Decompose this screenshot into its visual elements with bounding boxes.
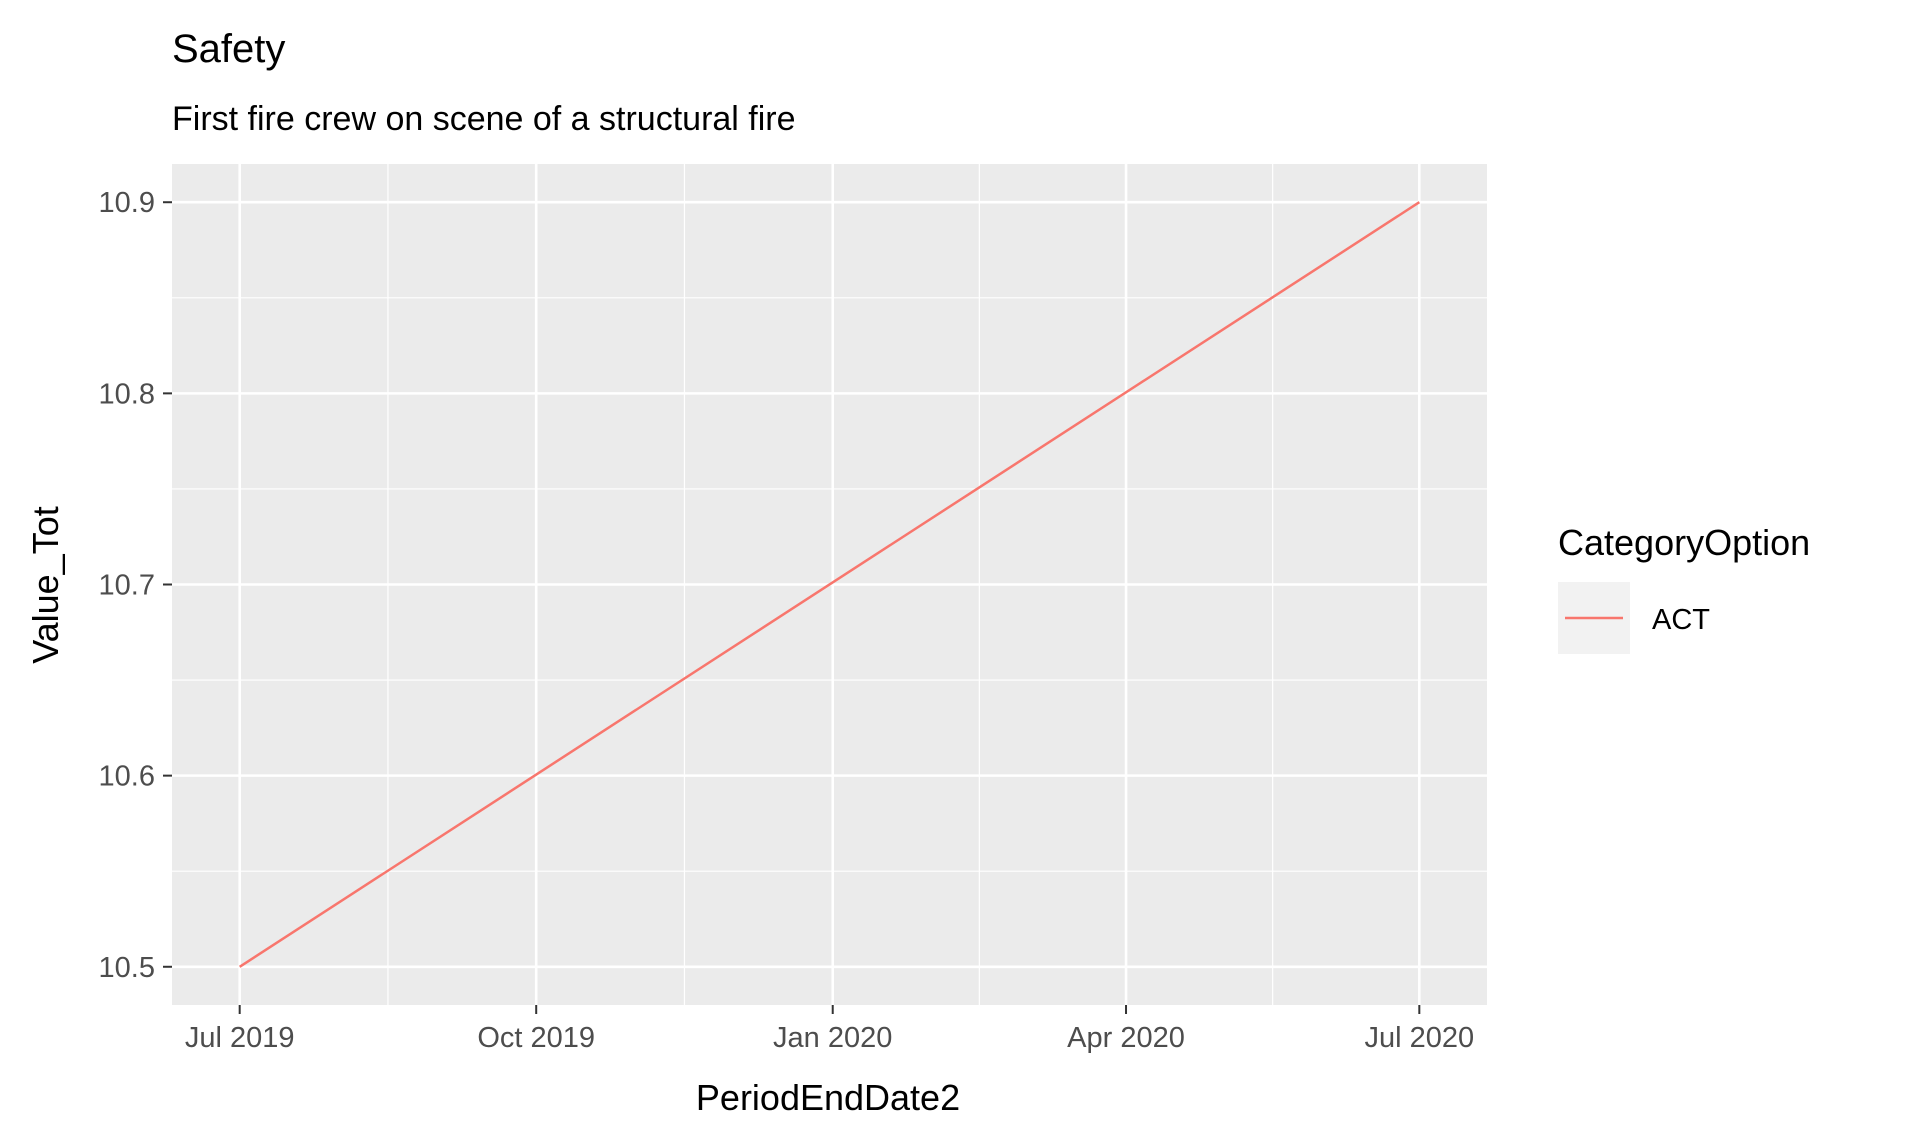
legend: CategoryOption ACT: [1558, 522, 1810, 654]
y-tick-label: 10.7: [99, 570, 155, 602]
x-tick-label: Oct 2019: [477, 1022, 595, 1054]
x-axis: Jul 2019 Oct 2019 Jan 2020 Apr 2020 Jul 2020: [185, 1005, 1474, 1054]
y-axis: 10.5 10.6 10.7 10.8 10.9: [99, 187, 172, 984]
y-axis-title: Value_Tot: [25, 506, 66, 663]
legend-label-act: ACT: [1652, 604, 1710, 636]
major-gridlines: [172, 164, 1487, 1005]
y-tick-label: 10.5: [99, 952, 155, 984]
series-line-act: [239, 201, 1420, 968]
x-tick-label: Jul 2020: [1364, 1022, 1474, 1054]
legend-title: CategoryOption: [1558, 522, 1810, 563]
x-tick-label: Jul 2019: [185, 1022, 295, 1054]
series-layer: [239, 201, 1420, 968]
chart-title: Safety: [172, 27, 285, 71]
x-tick-label: Apr 2020: [1067, 1022, 1185, 1054]
y-tick-label: 10.8: [99, 378, 155, 410]
chart-subtitle: First fire crew on scene of a structural…: [172, 100, 796, 138]
x-tick-label: Jan 2020: [773, 1022, 892, 1054]
y-tick-label: 10.9: [99, 187, 155, 219]
x-axis-title: PeriodEndDate2: [696, 1077, 960, 1118]
y-tick-label: 10.6: [99, 761, 155, 793]
